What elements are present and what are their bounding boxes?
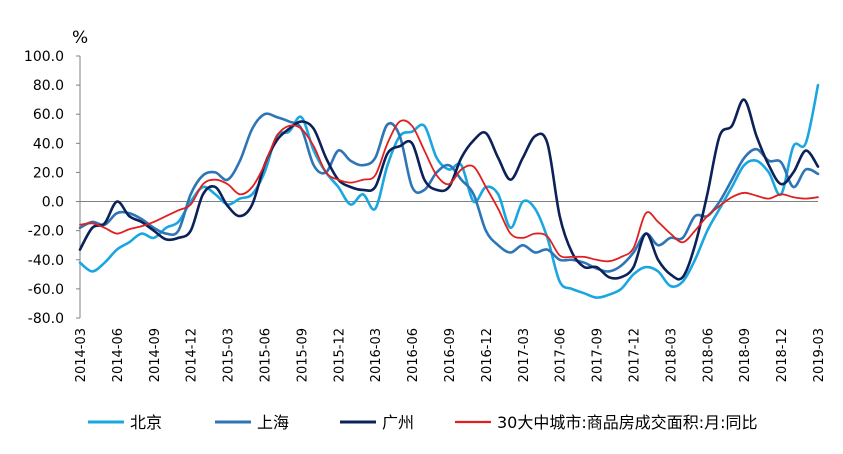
x-tick-label: 2016-06 <box>406 328 421 382</box>
legend: 北京 上海 广州 30大中城市:商品房成交面积:月:同比 <box>88 413 758 432</box>
x-tick-label: 2014-03 <box>74 328 89 382</box>
x-tick-label: 2016-03 <box>369 328 384 382</box>
x-tick-label: 2018-03 <box>664 328 679 382</box>
legend-label: 上海 <box>257 413 289 432</box>
y-tick-label: -20.0 <box>28 224 64 240</box>
x-tick-label: 2017-12 <box>628 328 643 382</box>
y-tick-label: 40.0 <box>33 136 64 152</box>
series-line-3 <box>79 119 819 263</box>
series-lines <box>78 83 820 299</box>
legend-label: 北京 <box>130 413 162 432</box>
y-tick-label: 80.0 <box>33 78 64 94</box>
x-tick-label: 2015-09 <box>295 328 310 382</box>
x-tick-label: 2015-03 <box>222 328 237 382</box>
y-tick-label: -40.0 <box>28 253 64 269</box>
y-tick-label: 20.0 <box>33 165 64 181</box>
x-tick-label: 2018-12 <box>775 328 790 382</box>
y-tick-labels: 100.0 80.0 60.0 40.0 20.0 0.0 -20.0 -40.0 -60.0 -… <box>24 49 64 327</box>
x-tick-label: 2018-06 <box>701 328 716 382</box>
x-tick-label: 2018-09 <box>738 328 753 382</box>
x-tick-label: 2017-03 <box>517 328 532 382</box>
series-line-0 <box>78 83 820 299</box>
x-tick-label: 2016-12 <box>480 328 495 382</box>
x-tick-label: 2015-12 <box>332 328 347 382</box>
x-tick-label: 2014-12 <box>185 328 200 382</box>
series-line-2 <box>78 98 820 281</box>
y-tick-label: 60.0 <box>33 107 64 123</box>
x-tick-label: 2014-06 <box>111 328 126 382</box>
y-tick-label: -80.0 <box>28 311 64 327</box>
x-tick-label: 2017-06 <box>554 328 569 382</box>
y-tick-label: 100.0 <box>24 49 64 65</box>
x-tick-label: 2016-09 <box>443 328 458 382</box>
x-tick-label: 2014-09 <box>148 328 163 382</box>
series-line-1 <box>78 112 820 273</box>
x-tick-label: 2019-03 <box>812 328 827 382</box>
y-tick-label: 0.0 <box>42 195 64 211</box>
x-tick-labels: 2014-03 2014-06 2014-09 2014-12 2015-03 2015-… <box>74 328 827 382</box>
y-tick-label: -60.0 <box>28 282 64 298</box>
legend-label: 广州 <box>382 413 414 432</box>
x-tick-label: 2015-06 <box>259 328 274 382</box>
axes <box>76 55 818 319</box>
x-tick-label: 2017-09 <box>591 328 606 382</box>
legend-label: 30大中城市:商品房成交面积:月:同比 <box>497 413 758 432</box>
y-unit-label: % <box>72 28 88 48</box>
